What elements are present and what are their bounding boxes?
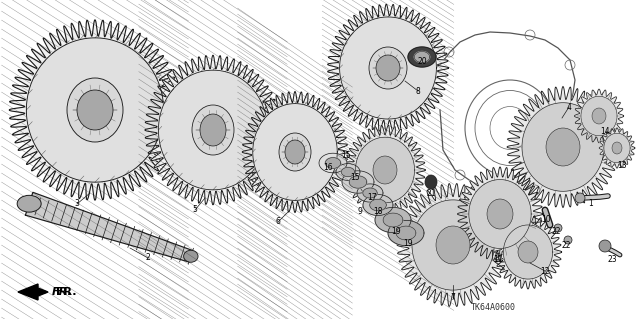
- Ellipse shape: [376, 55, 400, 81]
- Text: 4: 4: [566, 102, 572, 112]
- Polygon shape: [412, 200, 494, 290]
- Text: 16: 16: [323, 162, 333, 172]
- Circle shape: [599, 240, 611, 252]
- Text: 22: 22: [561, 241, 571, 249]
- Ellipse shape: [487, 199, 513, 229]
- Ellipse shape: [67, 78, 123, 142]
- Ellipse shape: [285, 140, 305, 164]
- Text: FR.: FR.: [52, 287, 73, 297]
- Circle shape: [554, 224, 562, 232]
- Polygon shape: [469, 180, 531, 249]
- Text: 13: 13: [617, 160, 627, 169]
- Polygon shape: [340, 17, 436, 119]
- Polygon shape: [522, 103, 604, 191]
- Polygon shape: [574, 89, 623, 143]
- Polygon shape: [10, 20, 181, 200]
- Polygon shape: [357, 184, 383, 202]
- Text: FR.: FR.: [56, 287, 77, 297]
- Polygon shape: [243, 92, 348, 212]
- Text: 20: 20: [417, 56, 427, 65]
- Polygon shape: [396, 226, 416, 240]
- Text: 15: 15: [350, 173, 360, 182]
- Text: 9: 9: [358, 206, 362, 216]
- Polygon shape: [370, 199, 387, 211]
- Ellipse shape: [200, 114, 226, 146]
- Polygon shape: [159, 70, 268, 190]
- Polygon shape: [458, 167, 543, 261]
- Ellipse shape: [373, 156, 397, 184]
- Text: 10: 10: [541, 214, 551, 224]
- Polygon shape: [341, 167, 355, 177]
- Polygon shape: [388, 220, 424, 246]
- Text: 2: 2: [146, 254, 150, 263]
- Text: 19: 19: [403, 240, 413, 249]
- Text: 15: 15: [341, 151, 351, 160]
- Text: 6: 6: [276, 218, 280, 226]
- Polygon shape: [253, 104, 337, 200]
- Polygon shape: [504, 225, 552, 279]
- Polygon shape: [336, 164, 360, 181]
- Polygon shape: [495, 215, 562, 289]
- Polygon shape: [599, 128, 635, 168]
- Polygon shape: [319, 153, 347, 173]
- Polygon shape: [349, 176, 367, 188]
- Polygon shape: [414, 51, 429, 63]
- Ellipse shape: [369, 47, 407, 89]
- Polygon shape: [581, 96, 617, 136]
- Ellipse shape: [17, 195, 41, 212]
- Polygon shape: [325, 158, 340, 168]
- Ellipse shape: [425, 175, 437, 189]
- Polygon shape: [342, 171, 374, 193]
- Text: 21: 21: [426, 189, 436, 197]
- Text: 22: 22: [551, 227, 561, 236]
- Text: 14: 14: [600, 128, 610, 137]
- Text: 17: 17: [367, 192, 377, 202]
- Ellipse shape: [592, 108, 606, 124]
- Text: 7: 7: [451, 293, 456, 302]
- Ellipse shape: [546, 128, 580, 166]
- Polygon shape: [383, 213, 403, 227]
- Ellipse shape: [77, 90, 113, 130]
- Text: 3: 3: [75, 199, 79, 209]
- Ellipse shape: [279, 133, 311, 171]
- Text: 19: 19: [391, 226, 401, 235]
- Polygon shape: [375, 207, 411, 233]
- Polygon shape: [507, 86, 619, 207]
- Text: 23: 23: [607, 255, 617, 263]
- Polygon shape: [26, 192, 193, 262]
- Text: 1: 1: [589, 198, 593, 207]
- Ellipse shape: [184, 250, 198, 262]
- Circle shape: [564, 236, 572, 244]
- Ellipse shape: [192, 105, 234, 155]
- Text: 12: 12: [540, 266, 550, 276]
- Ellipse shape: [612, 142, 622, 154]
- Polygon shape: [355, 137, 415, 203]
- Circle shape: [575, 193, 585, 203]
- Polygon shape: [363, 195, 393, 216]
- Polygon shape: [363, 188, 377, 198]
- Polygon shape: [408, 47, 436, 67]
- Polygon shape: [604, 133, 630, 163]
- Polygon shape: [145, 55, 281, 205]
- Polygon shape: [26, 38, 164, 182]
- Text: 8: 8: [415, 86, 420, 95]
- Ellipse shape: [436, 226, 470, 264]
- Text: 5: 5: [193, 205, 197, 214]
- Text: TK64A0600: TK64A0600: [470, 303, 515, 313]
- Polygon shape: [328, 4, 449, 132]
- Text: 11: 11: [493, 256, 503, 264]
- Polygon shape: [397, 183, 509, 307]
- Text: 18: 18: [373, 206, 383, 216]
- Ellipse shape: [518, 241, 538, 263]
- Polygon shape: [345, 125, 426, 215]
- Polygon shape: [18, 284, 48, 300]
